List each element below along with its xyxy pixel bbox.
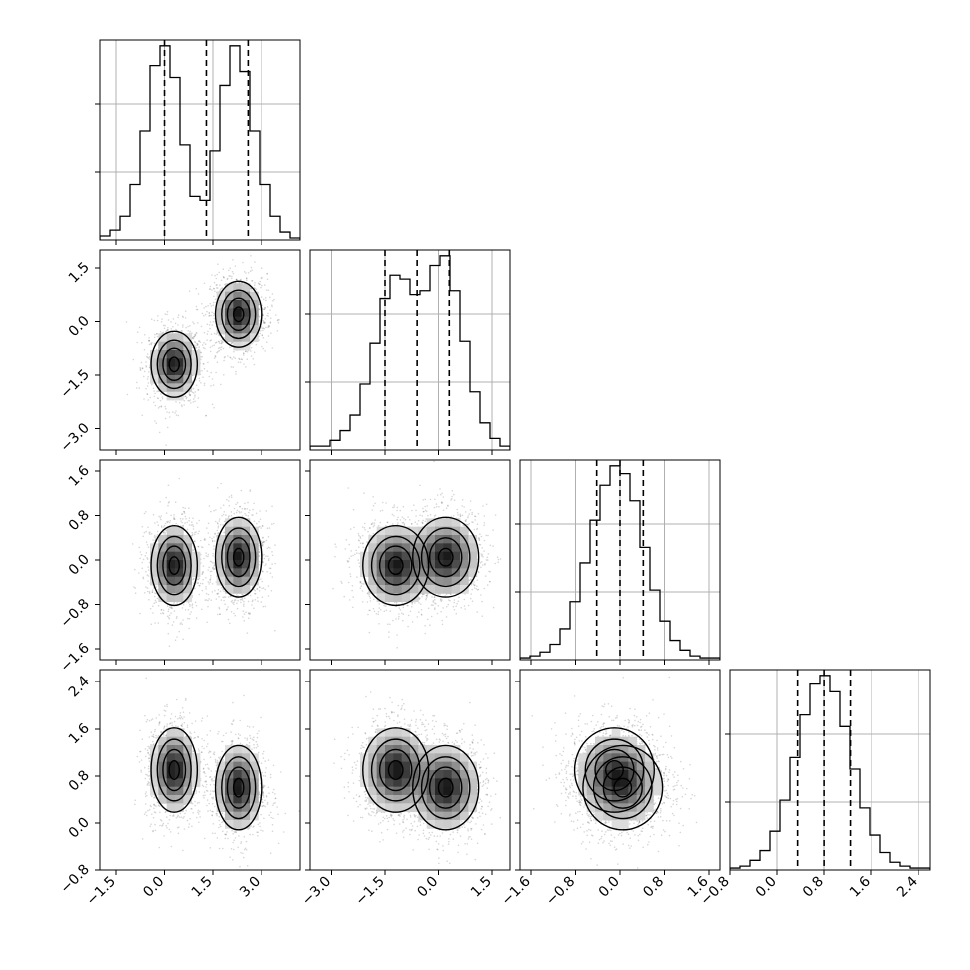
panel-frame-3-1: [309, 669, 511, 871]
contour-line: [592, 756, 653, 820]
y-tick-label: −0.8: [57, 862, 92, 897]
contour-line: [226, 537, 251, 578]
x-tick-label: 0.0: [414, 874, 441, 901]
contour-line: [168, 356, 180, 373]
contour-line: [602, 766, 643, 809]
x-tick-label: 2.4: [894, 873, 921, 900]
y-tick-label: 1.6: [66, 463, 93, 490]
contour-line: [420, 756, 471, 820]
contour-line: [226, 297, 251, 332]
x-tick-label: −1.6: [499, 873, 534, 908]
contour-line: [437, 777, 454, 798]
x-tick-label: 1.5: [189, 874, 216, 901]
contour-line: [156, 738, 192, 802]
contour-line: [162, 347, 187, 382]
panel-frame-3-0: [99, 669, 301, 871]
y-tick-label: −1.5: [57, 367, 92, 402]
contour-line: [162, 748, 187, 792]
contour-line: [584, 738, 645, 802]
panel-frame-1-1: [309, 249, 511, 451]
contour-line: [214, 516, 263, 598]
histogram-1: [310, 255, 510, 450]
x-tick-label: 0.8: [640, 874, 667, 901]
x-tick-label: 1.6: [847, 873, 874, 900]
y-tick-label: 0.0: [66, 814, 93, 841]
x-tick-label: −3.0: [299, 874, 334, 909]
y-tick-label: 2.4: [66, 673, 93, 700]
x-tick-label: −0.8: [543, 874, 578, 909]
y-tick-label: 0.0: [66, 313, 93, 340]
contour-line: [162, 545, 187, 586]
contour-line: [232, 777, 245, 798]
histogram-0: [100, 45, 300, 240]
y-tick-label: 1.6: [66, 720, 93, 747]
x-tick-label: −1.5: [84, 874, 119, 909]
x-tick-label: 0.0: [753, 874, 780, 901]
contour-line: [232, 547, 245, 567]
x-tick-label: 1.5: [468, 874, 495, 901]
x-tick-label: 0.0: [596, 874, 623, 901]
contour-line: [378, 545, 413, 586]
contour-line: [156, 535, 192, 596]
panel-frame-1-0: [99, 249, 301, 451]
y-tick-label: 1.5: [66, 259, 93, 286]
x-tick-label: 0.8: [800, 874, 827, 901]
panel-frame-0-0: [99, 39, 301, 241]
contour-line: [412, 516, 480, 598]
y-tick-label: −1.6: [57, 640, 92, 675]
contour-line: [226, 766, 251, 809]
contour-line: [362, 727, 430, 813]
contour-line: [214, 280, 263, 348]
contour-line: [214, 744, 263, 831]
contour-line: [437, 547, 454, 567]
x-tick-label: 0.0: [140, 874, 167, 901]
y-tick-label: 0.8: [66, 767, 93, 794]
y-tick-label: −0.8: [57, 596, 92, 631]
contour-line: [168, 556, 180, 576]
y-tick-label: 0.0: [66, 552, 93, 579]
contour-line: [156, 339, 192, 390]
contour-line: [420, 527, 471, 588]
contour-line: [387, 760, 404, 780]
contour-line: [573, 727, 656, 813]
contour-line: [604, 760, 624, 780]
contour-line: [168, 760, 180, 780]
x-tick-label: 3.0: [237, 874, 264, 901]
y-tick-label: −3.0: [57, 420, 92, 455]
histogram-3: [730, 675, 930, 870]
contour-line: [370, 535, 421, 596]
contour-line: [150, 727, 199, 813]
contour-line: [150, 330, 199, 398]
contour-line: [387, 556, 404, 576]
contour-line: [428, 537, 463, 578]
contour-line: [150, 524, 199, 607]
panel-frame-3-3: [729, 669, 931, 871]
y-tick-label: 0.8: [66, 507, 93, 534]
contour-line: [221, 289, 257, 340]
contour-line: [613, 777, 633, 798]
contour-line: [370, 738, 421, 802]
contour-line: [428, 766, 463, 809]
x-tick-label: −1.5: [352, 874, 387, 909]
contour-line: [362, 524, 430, 607]
contour-line: [378, 748, 413, 792]
contour-line: [582, 744, 664, 831]
contour-line: [232, 306, 245, 323]
contour-line: [412, 744, 480, 831]
contour-line: [221, 756, 257, 820]
contour-line: [221, 527, 257, 588]
